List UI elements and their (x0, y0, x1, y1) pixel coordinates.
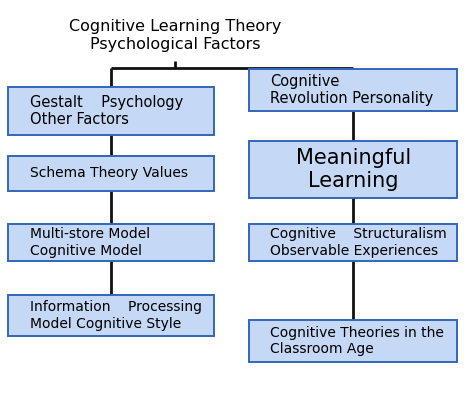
Text: Cognitive    Structuralism
Observable Experiences: Cognitive Structuralism Observable Exper… (270, 227, 447, 257)
Text: Cognitive Theories in the
Classroom Age: Cognitive Theories in the Classroom Age (270, 326, 444, 356)
Text: Schema Theory Values: Schema Theory Values (29, 166, 188, 181)
FancyBboxPatch shape (8, 224, 214, 261)
FancyBboxPatch shape (8, 295, 214, 336)
FancyBboxPatch shape (249, 320, 457, 362)
Text: Multi-store Model
Cognitive Model: Multi-store Model Cognitive Model (29, 227, 150, 257)
FancyBboxPatch shape (8, 87, 214, 135)
Text: Meaningful
Learning: Meaningful Learning (295, 148, 411, 191)
FancyBboxPatch shape (249, 141, 457, 198)
Text: Gestalt    Psychology
Other Factors: Gestalt Psychology Other Factors (29, 94, 183, 127)
Text: Information    Processing
Model Cognitive Style: Information Processing Model Cognitive S… (29, 301, 201, 331)
Text: Cognitive Learning Theory
Psychological Factors: Cognitive Learning Theory Psychological … (69, 19, 282, 52)
FancyBboxPatch shape (249, 224, 457, 261)
FancyBboxPatch shape (249, 69, 457, 111)
FancyBboxPatch shape (8, 156, 214, 191)
Text: Cognitive
Revolution Personality: Cognitive Revolution Personality (270, 74, 433, 106)
